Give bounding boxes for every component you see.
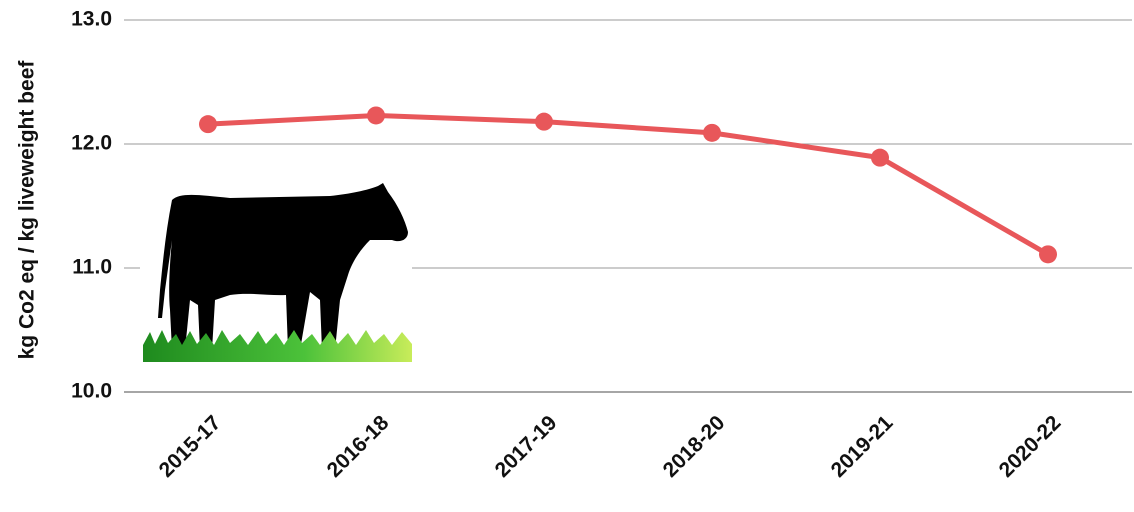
point — [535, 112, 553, 131]
x-tick-label: 2020-22 — [995, 411, 1066, 482]
x-tick-label: 2017-19 — [491, 411, 562, 482]
x-tick-label: 2016-18 — [323, 411, 394, 482]
point — [367, 106, 385, 125]
cow-silhouette — [158, 183, 408, 350]
grass — [143, 330, 412, 362]
x-tick-label: 2018-20 — [659, 411, 730, 482]
line — [207, 112, 1050, 257]
plot-area — [199, 106, 1057, 264]
x-tick-label: 2019-21 — [827, 411, 898, 482]
y-axis-label: kg Co2 eq / kg liveweight beef — [16, 60, 39, 360]
point — [703, 123, 721, 142]
point — [199, 115, 217, 134]
y-tick-label: 11.0 — [72, 256, 112, 279]
y-tick-label: 10.0 — [71, 380, 112, 403]
point — [1039, 245, 1057, 264]
cow-illustration — [140, 180, 412, 364]
point — [871, 148, 889, 167]
x-tick-label: 2015-17 — [155, 411, 226, 482]
y-tick-label: 12.0 — [71, 132, 112, 155]
y-tick-label: 13.0 — [71, 8, 112, 31]
